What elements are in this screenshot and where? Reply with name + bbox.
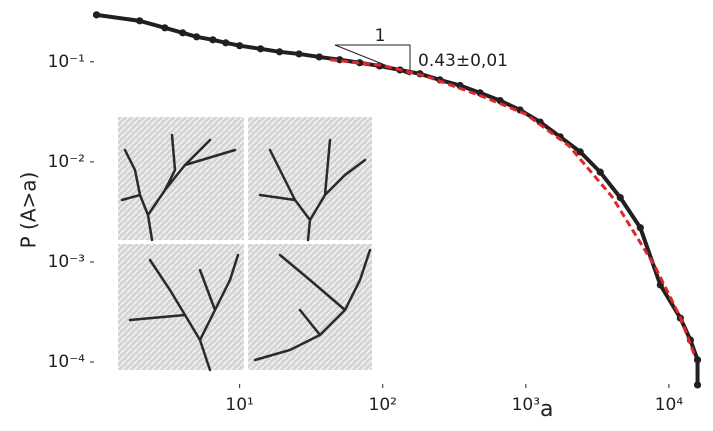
data-point xyxy=(275,48,284,56)
data-point xyxy=(356,59,364,67)
data-point xyxy=(192,33,201,41)
data-point xyxy=(693,381,702,389)
data-point xyxy=(236,42,244,50)
data-point xyxy=(315,53,323,61)
inset-images xyxy=(118,117,372,372)
data-point xyxy=(222,39,230,47)
x-tick-label: 10⁴ xyxy=(655,395,684,415)
data-point xyxy=(161,24,169,32)
data-point xyxy=(693,356,702,364)
data-point xyxy=(256,45,265,53)
x-tick-label: 10² xyxy=(369,395,397,415)
y-tick-label: 10⁻⁴ xyxy=(48,352,86,372)
x-tick-label: 10¹ xyxy=(225,395,253,415)
x-tick-label: 10³ xyxy=(512,395,540,415)
data-point xyxy=(636,224,644,232)
data-point xyxy=(576,148,584,156)
data-point xyxy=(136,17,144,25)
data-point xyxy=(616,193,624,202)
slope-annotation: 1 0.43±0,01 xyxy=(334,26,508,76)
data-point xyxy=(209,36,217,44)
data-point xyxy=(456,81,464,90)
data-point xyxy=(295,50,303,58)
y-tick-label: 10⁻¹ xyxy=(48,52,85,72)
y-axis-label: P (A>a) xyxy=(17,172,41,249)
data-point xyxy=(596,168,604,176)
fit-line xyxy=(330,58,696,355)
data-point xyxy=(496,96,504,105)
x-axis-label: a xyxy=(540,397,553,422)
y-tick-label: 10⁻³ xyxy=(48,252,85,272)
data-point xyxy=(179,29,187,37)
y-tick-label: 10⁻² xyxy=(48,152,85,172)
annotation-run: 1 xyxy=(375,26,386,46)
data-point xyxy=(92,11,101,19)
annotation-rise: 0.43±0,01 xyxy=(418,51,508,71)
